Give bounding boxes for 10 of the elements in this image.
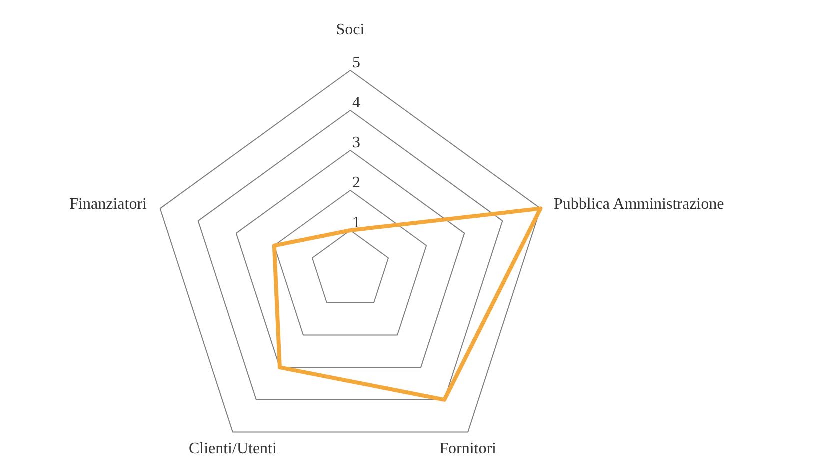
spoke-label: Soci: [336, 22, 366, 38]
spoke-label: Fornitori: [440, 440, 498, 458]
spoke-label: Clienti/Utenti: [188, 440, 278, 458]
spoke-label: Pubblica Amministrazione: [554, 196, 724, 213]
y-tick-label: 1: [352, 214, 360, 232]
spoke-label: Finanziatori: [70, 196, 148, 213]
y-tick-label: 5: [352, 54, 360, 72]
y-tick-label: 2: [352, 174, 360, 192]
y-tick-label: 3: [352, 134, 360, 152]
y-tick-label: 4: [352, 94, 360, 112]
